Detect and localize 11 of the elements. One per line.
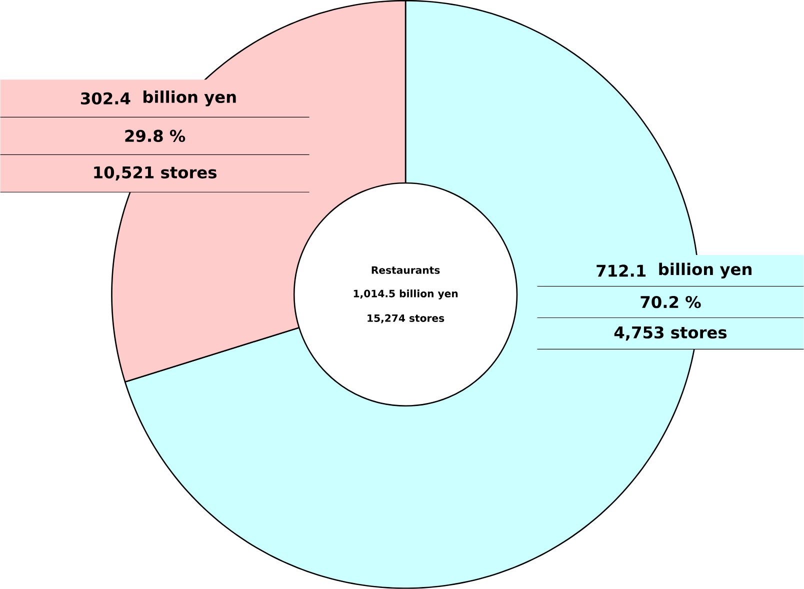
text: Restaurants xyxy=(372,266,440,274)
text: billion yen xyxy=(659,262,752,279)
data-label: 712.1 xyxy=(596,264,646,277)
text: 15,274 stores xyxy=(368,314,444,324)
text: 4,753 stores xyxy=(614,326,727,341)
text: billion yen xyxy=(144,90,236,106)
text: 1,014.5 billion yen xyxy=(354,290,458,300)
data-label: 302.4 xyxy=(80,92,130,105)
text: 29.8 % xyxy=(125,130,186,142)
text: 10,521 stores xyxy=(94,166,216,181)
text: 70.2 % xyxy=(640,296,701,308)
